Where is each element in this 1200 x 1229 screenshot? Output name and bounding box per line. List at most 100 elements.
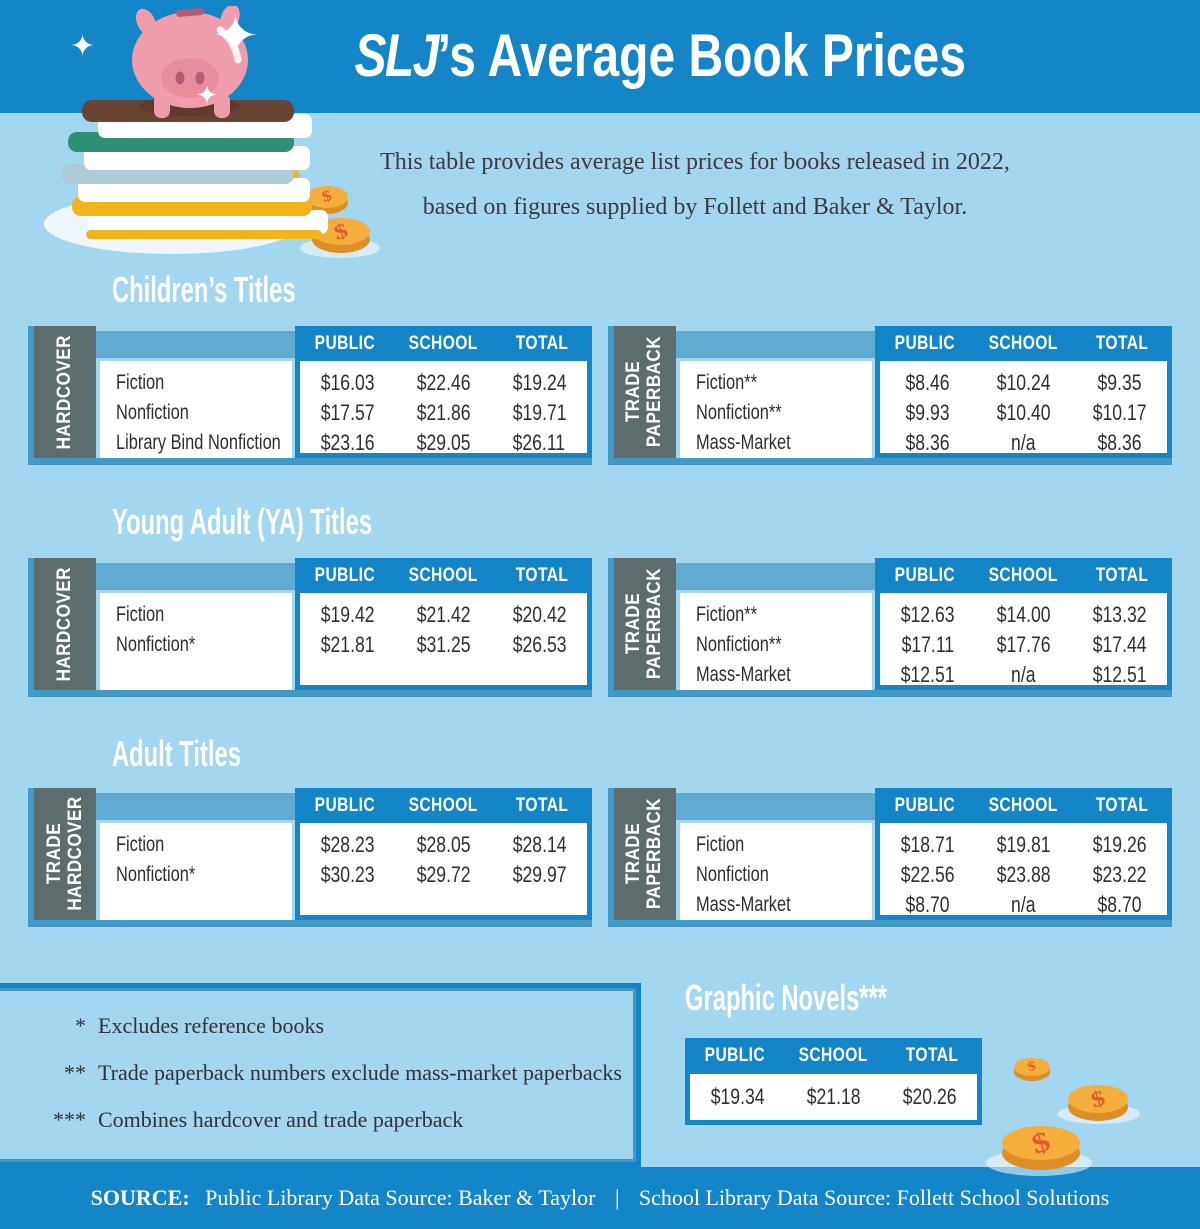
column-header-school: SCHOOL — [988, 794, 1059, 816]
price-values: $19.34 $21.18 $20.26 — [685, 1074, 982, 1125]
title-slj: SLJ — [354, 22, 439, 89]
table-row: $16.03 $22.46 $19.24 — [320, 370, 567, 395]
table-row: $28.23 $28.05 $28.14 — [320, 832, 567, 857]
row-labels: Fiction** Nonfiction** Mass-Market — [680, 593, 872, 690]
side-label-text: HARDCOVER — [53, 334, 75, 450]
table-row: $8.36 n/a $8.36 — [905, 430, 1142, 455]
table-row: $8.46 $10.24 $9.35 — [905, 370, 1142, 395]
column-headers: PUBLIC SCHOOL TOTAL — [295, 326, 592, 361]
price-values: $18.71 $19.81 $19.26 $22.56 $23.88 $23.2… — [875, 823, 1172, 920]
column-header-total: TOTAL — [1096, 794, 1149, 816]
table-row: $9.93 $10.40 $10.17 — [905, 400, 1147, 425]
row-label: Fiction** — [696, 371, 757, 394]
row-labels: Fiction** Nonfiction** Mass-Market — [680, 361, 872, 458]
table-row: $12.63 $14.00 $13.32 — [900, 602, 1147, 627]
section-heading-adult: Adult Titles — [112, 733, 241, 774]
side-label-text: TRADE — [623, 361, 645, 423]
side-label-trade-paperback: TRADE PAPERBACK — [614, 558, 676, 690]
price-values: $12.63 $14.00 $13.32 $17.11 $17.76 $17.4… — [875, 593, 1172, 690]
row-label: Nonfiction* — [116, 633, 196, 656]
column-headers: PUBLIC SCHOOL TOTAL — [295, 788, 592, 823]
row-labels: Fiction Nonfiction Mass-Market — [680, 823, 872, 920]
source-public: Public Library Data Source: Baker & Tayl… — [205, 1185, 596, 1210]
column-header-total: TOTAL — [1096, 332, 1149, 354]
section-heading-childrens: Children’s Titles — [112, 269, 296, 310]
column-header-public: PUBLIC — [314, 564, 375, 586]
column-header-public: PUBLIC — [704, 1045, 765, 1066]
table-row: $23.16 $29.05 $26.11 — [320, 430, 566, 455]
price-values: $8.46 $10.24 $9.35 $9.93 $10.40 $10.17 $… — [875, 361, 1172, 458]
footnotes-inner: * Excludes reference books ** Trade pape… — [0, 988, 636, 1162]
price-columns: PUBLIC SCHOOL TOTAL $18.71 $19.81 $19.26… — [875, 788, 1172, 920]
graphic-novels-table: PUBLIC SCHOOL TOTAL $19.34 $21.18 $20.26 — [685, 1038, 982, 1125]
price-columns: PUBLIC SCHOOL TOTAL $28.23 $28.05 $28.14… — [295, 788, 592, 920]
row-label: Fiction — [116, 603, 165, 626]
subtitle: This table provides average list prices … — [315, 140, 1075, 230]
table-row: $30.23 $29.72 $29.97 — [320, 862, 567, 887]
side-label-trade-paperback: TRADE PAPERBACK — [614, 788, 676, 920]
row-label: Fiction — [696, 833, 745, 856]
price-columns: PUBLIC SCHOOL TOTAL $8.46 $10.24 $9.35 $… — [875, 326, 1172, 458]
coin-shadow — [300, 238, 380, 258]
column-headers: PUBLIC SCHOOL TOTAL — [875, 558, 1172, 593]
column-header-public: PUBLIC — [894, 564, 955, 586]
column-headers: PUBLIC SCHOOL TOTAL — [295, 558, 592, 593]
sparkle-icon: ✦ — [212, 4, 259, 67]
section-heading-graphic-novels: Graphic Novels*** — [685, 977, 888, 1018]
page-title: SLJ’s Average Book Prices — [270, 14, 1050, 98]
column-header-school: SCHOOL — [408, 332, 479, 354]
source-separator: | — [614, 1185, 620, 1210]
table-row: $18.71 $19.81 $19.26 — [900, 832, 1147, 857]
column-header-public: PUBLIC — [894, 794, 955, 816]
footnote: ** Trade paperback numbers exclude mass-… — [64, 1060, 622, 1085]
row-labels: Fiction Nonfiction* — [100, 823, 292, 920]
table-row: $17.11 $17.76 $17.44 — [901, 632, 1147, 657]
column-header-total: TOTAL — [516, 794, 569, 816]
column-header-school: SCHOOL — [988, 332, 1059, 354]
column-headers: PUBLIC SCHOOL TOTAL — [875, 788, 1172, 823]
price-values: $28.23 $28.05 $28.14 $30.23 $29.72 $29.9… — [295, 823, 592, 920]
footnote: *** Combines hardcover and trade paperba… — [53, 1107, 464, 1132]
side-label-text: HARDCOVER — [53, 566, 75, 682]
side-label-text: TRADE — [623, 823, 645, 885]
row-label: Mass-Market — [696, 431, 791, 454]
footnote: * Excludes reference books — [75, 1013, 325, 1038]
coin-icon: $ — [1002, 1125, 1080, 1160]
row-label: Mass-Market — [696, 663, 791, 686]
footnotes-box: * Excludes reference books ** Trade pape… — [0, 983, 641, 1167]
source-school: School Library Data Source: Follett Scho… — [638, 1185, 1110, 1210]
table-row: $12.51 n/a $12.51 — [900, 662, 1147, 687]
column-headers: PUBLIC SCHOOL TOTAL — [685, 1038, 982, 1074]
piggy-bank-books-illustration — [44, 6, 328, 254]
childrens-hardcover-table: HARDCOVER Fiction Nonfiction Library Bin… — [28, 326, 592, 465]
row-label: Nonfiction — [116, 401, 189, 424]
row-labels: Fiction Nonfiction* — [100, 593, 292, 690]
adult-trade-paperback-table: TRADE PAPERBACK Fiction Nonfiction Mass-M… — [608, 788, 1172, 927]
row-label: Nonfiction** — [696, 633, 782, 656]
column-header-total: TOTAL — [906, 1045, 959, 1066]
row-label: Library Bind Nonfiction — [116, 431, 281, 454]
column-header-school: SCHOOL — [798, 1045, 869, 1066]
table-row: $19.42 $21.42 $20.42 — [320, 602, 567, 627]
coin-icon: $ — [1014, 1058, 1050, 1076]
side-label-hardcover: HARDCOVER — [34, 558, 96, 690]
ya-hardcover-table: HARDCOVER Fiction Nonfiction* PUBLIC SCH… — [28, 558, 592, 697]
dollar-icon: $ — [1025, 1058, 1038, 1075]
row-label: Fiction — [116, 833, 165, 856]
table-row: $8.70 n/a $8.70 — [905, 892, 1142, 917]
column-header-school: SCHOOL — [408, 564, 479, 586]
side-label-trade-hardcover: TRADE HARDCOVER — [34, 788, 96, 920]
column-headers: PUBLIC SCHOOL TOTAL — [875, 326, 1172, 361]
row-labels: Fiction Nonfiction Library Bind Nonficti… — [100, 361, 292, 458]
price-columns: PUBLIC SCHOOL TOTAL $16.03 $22.46 $19.24… — [295, 326, 592, 458]
sparkle-icon: ✦ — [70, 30, 96, 63]
row-label: Nonfiction** — [696, 401, 782, 424]
subtitle-line2: based on figures supplied by Follett and… — [422, 194, 968, 220]
side-label-text: TRADE — [43, 823, 65, 885]
row-label: Fiction** — [696, 603, 757, 626]
row-label: Mass-Market — [696, 893, 791, 916]
column-header-total: TOTAL — [516, 564, 569, 586]
side-label-text: TRADE — [623, 593, 645, 655]
ya-trade-paperback-table: TRADE PAPERBACK Fiction** Nonfiction** Ma… — [608, 558, 1172, 697]
